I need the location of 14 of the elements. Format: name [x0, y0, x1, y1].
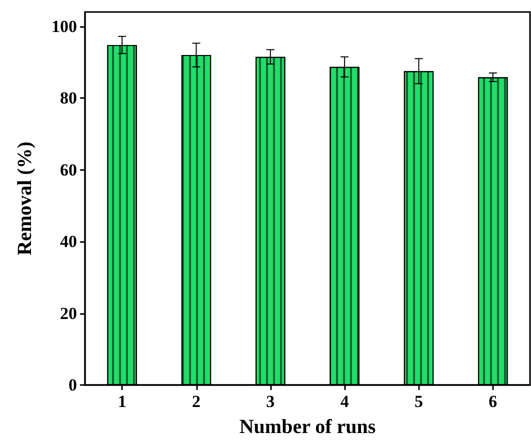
- y-tick-label: 20: [60, 304, 77, 323]
- x-tick-label: 5: [414, 392, 423, 411]
- y-axis-title: Removal (%): [14, 142, 36, 256]
- x-tick-label: 3: [266, 392, 275, 411]
- x-tick-label: 2: [192, 392, 200, 411]
- x-tick-label: 6: [488, 392, 498, 411]
- y-tick-label: 40: [60, 232, 77, 252]
- y-tick-label: 100: [52, 16, 77, 36]
- x-tick-label: 1: [118, 392, 126, 411]
- y-tick-label: 60: [60, 160, 77, 180]
- x-axis-title: Number of runs: [239, 416, 376, 438]
- y-tick-label: 0: [68, 376, 77, 394]
- y-tick-label: 80: [60, 88, 77, 108]
- x-tick-label: 4: [340, 392, 350, 411]
